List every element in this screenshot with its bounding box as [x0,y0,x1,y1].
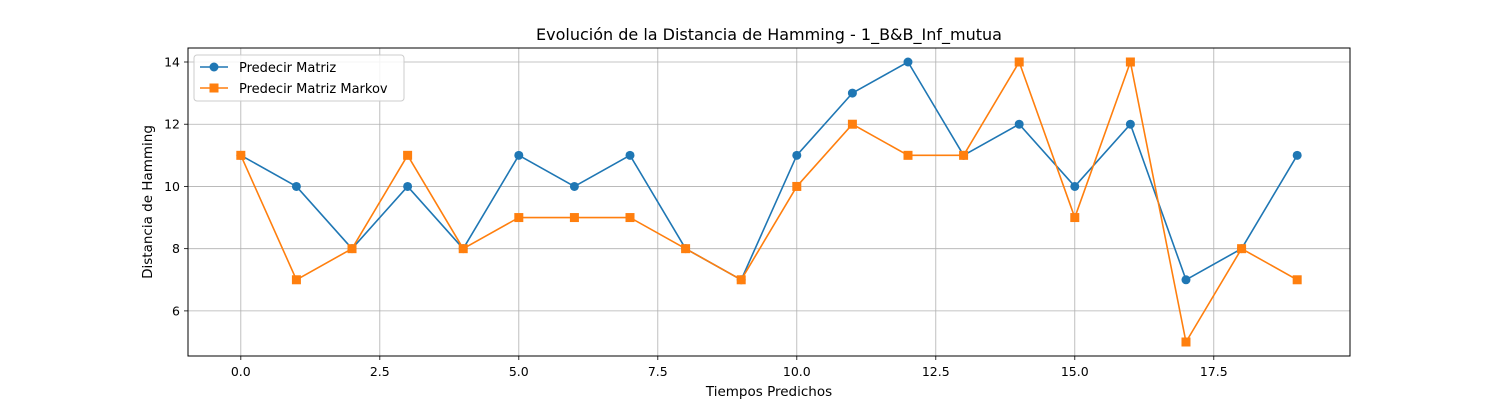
y-tick-label: 10 [164,179,180,194]
chart-title: Evolución de la Distancia de Hamming - 1… [536,25,1002,45]
data-point-predecir-matriz [1014,119,1024,129]
data-point-predecir-matriz-markov [569,213,579,223]
data-point-predecir-matriz [792,150,802,160]
data-point-predecir-matriz-markov [1014,57,1024,67]
data-point-predecir-matriz-markov [625,213,635,223]
data-point-predecir-matriz [569,181,579,191]
series-line-predecir-matriz-markov [240,61,1298,343]
x-tick-label: 7.5 [648,364,668,379]
y-tick-label: 14 [164,55,180,70]
x-tick-label: 17.5 [1200,364,1228,379]
data-point-predecir-matriz [1070,181,1080,191]
data-point-predecir-matriz-markov [1181,337,1191,347]
y-tick-label: 8 [172,241,180,256]
y-axis-label: Distancia de Hamming [140,125,156,279]
data-point-predecir-matriz [1125,119,1135,129]
data-point-predecir-matriz-markov [291,275,301,285]
data-point-predecir-matriz-markov [792,181,802,191]
legend-marker-predecir-matriz [209,62,219,72]
x-axis-label: Tiempos Predichos [705,384,832,400]
legend: Predecir Matriz Predecir Matriz Markov [193,54,405,102]
series-predecir-matriz-markov [236,57,1302,347]
data-point-predecir-matriz-markov [514,213,524,223]
data-point-predecir-matriz-markov [903,150,913,160]
legend-marker-predecir-matriz-markov [209,83,219,93]
data-point-predecir-matriz [291,181,301,191]
series-layer [236,57,1302,347]
data-point-predecir-matriz-markov [236,150,246,160]
data-point-predecir-matriz [625,150,635,160]
data-point-predecir-matriz [403,181,413,191]
x-tick-label: 0.0 [231,364,251,379]
data-point-predecir-matriz-markov [959,150,969,160]
data-point-predecir-matriz [847,88,857,98]
data-point-predecir-matriz [1181,275,1191,285]
series-line-predecir-matriz [240,61,1298,281]
y-tick-label: 6 [172,303,180,318]
legend-label-predecir-matriz: Predecir Matriz [239,61,336,76]
x-tick-label: 12.5 [922,364,950,379]
y-tick-label: 12 [164,117,180,132]
data-point-predecir-matriz-markov [1125,57,1135,67]
data-point-predecir-matriz-markov [736,275,746,285]
legend-label-predecir-matriz-markov: Predecir Matriz Markov [239,82,388,97]
data-point-predecir-matriz-markov [847,119,857,129]
data-point-predecir-matriz [514,150,524,160]
data-point-predecir-matriz-markov [403,150,413,160]
plot-frame [187,47,1351,357]
legend-box [193,54,405,102]
data-point-predecir-matriz-markov [458,244,468,254]
grid [188,48,1350,356]
data-point-predecir-matriz-markov [681,244,691,254]
data-point-predecir-matriz [1292,150,1302,160]
ticks: 0.0 2.5 5.0 7.5 10.0 12.5 15.0 17.5 6 8 10 12 14 [164,55,1228,380]
x-tick-label: 10.0 [783,364,811,379]
x-tick-label: 5.0 [509,364,529,379]
data-point-predecir-matriz-markov [1292,275,1302,285]
data-point-predecir-matriz-markov [347,244,357,254]
x-tick-label: 15.0 [1061,364,1089,379]
data-point-predecir-matriz-markov [1070,213,1080,223]
data-point-predecir-matriz [903,57,913,67]
x-tick-label: 2.5 [370,364,390,379]
data-point-predecir-matriz-markov [1237,244,1247,254]
